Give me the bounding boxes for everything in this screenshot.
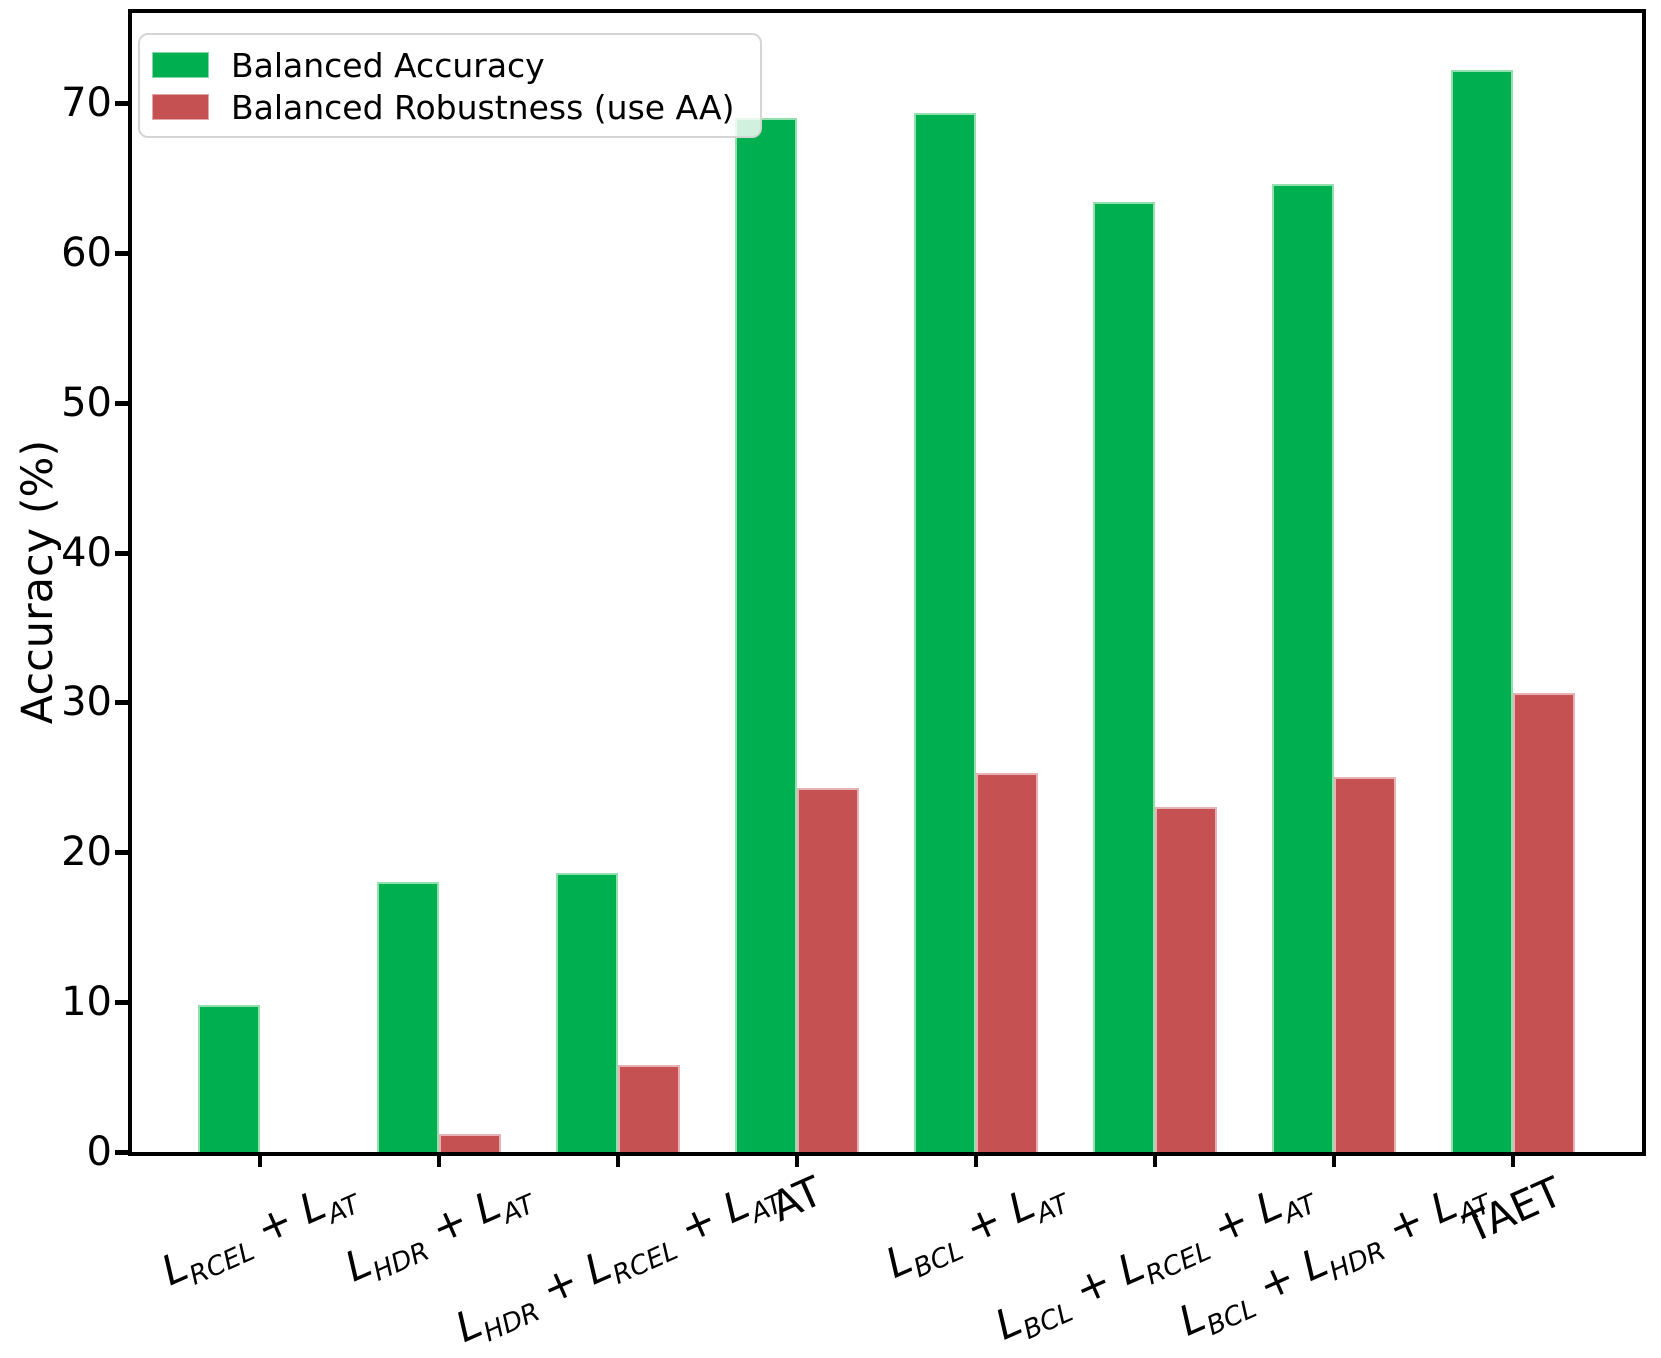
x-tick	[616, 1156, 620, 1167]
y-tick-label: 60	[61, 229, 112, 276]
x-tick	[437, 1156, 441, 1167]
bar-balanced-robustness	[439, 1134, 501, 1152]
legend-swatch-accuracy	[152, 52, 209, 78]
y-tick-label: 50	[61, 379, 112, 426]
bar-balanced-robustness	[1334, 777, 1396, 1152]
y-tick-label: 30	[61, 679, 112, 726]
bar-balanced-accuracy	[914, 113, 976, 1152]
y-tick	[115, 850, 128, 856]
y-tick	[115, 1150, 128, 1155]
bar-balanced-accuracy	[1093, 201, 1155, 1152]
plot-frame	[128, 9, 1646, 1156]
bar-balanced-accuracy	[377, 882, 439, 1152]
bar-balanced-robustness	[618, 1065, 680, 1152]
bar-balanced-robustness	[976, 772, 1038, 1152]
x-tick	[1332, 1156, 1336, 1167]
y-tick	[115, 550, 128, 556]
x-tick	[974, 1156, 978, 1167]
y-tick-label: 70	[61, 79, 112, 126]
y-tick	[115, 400, 128, 406]
bar-balanced-robustness	[1155, 807, 1217, 1152]
legend-item-balanced-accuracy: Balanced Accuracy	[152, 44, 760, 86]
bar-balanced-accuracy	[556, 873, 618, 1152]
y-tick	[115, 100, 128, 106]
y-tick	[115, 1000, 128, 1006]
bar-balanced-accuracy	[198, 1005, 260, 1152]
bar-balanced-robustness	[1513, 693, 1575, 1152]
bar-balanced-accuracy	[735, 117, 797, 1152]
bar-balanced-robustness	[797, 787, 859, 1152]
y-tick-label: 0	[86, 1129, 112, 1175]
x-tick	[1153, 1156, 1157, 1167]
legend-label-accuracy: Balanced Accuracy	[231, 45, 545, 85]
x-tick	[258, 1156, 262, 1167]
y-tick-label: 20	[61, 829, 112, 876]
legend-label-robustness: Balanced Robustness (use AA)	[231, 87, 735, 127]
x-tick-label: LHDR + LAT	[337, 1180, 540, 1291]
legend-item-balanced-robustness: Balanced Robustness (use AA)	[152, 86, 760, 128]
x-tick	[1511, 1156, 1515, 1167]
x-tick-label: LBCL + LAT	[878, 1180, 1073, 1288]
y-tick	[115, 700, 128, 706]
bar-chart: Accuracy (%) Balanced Accuracy Balanced …	[13, 9, 1646, 1352]
bar-balanced-accuracy	[1272, 183, 1334, 1152]
legend-swatch-robustness	[152, 94, 209, 120]
y-tick	[115, 250, 128, 256]
bar-balanced-accuracy	[1451, 69, 1513, 1152]
y-tick-label: 40	[61, 529, 112, 576]
x-tick-label: LRCEL + LAT	[154, 1180, 365, 1295]
y-tick-label: 10	[61, 979, 112, 1026]
legend: Balanced Accuracy Balanced Robustness (u…	[138, 33, 762, 138]
x-tick	[795, 1156, 799, 1167]
